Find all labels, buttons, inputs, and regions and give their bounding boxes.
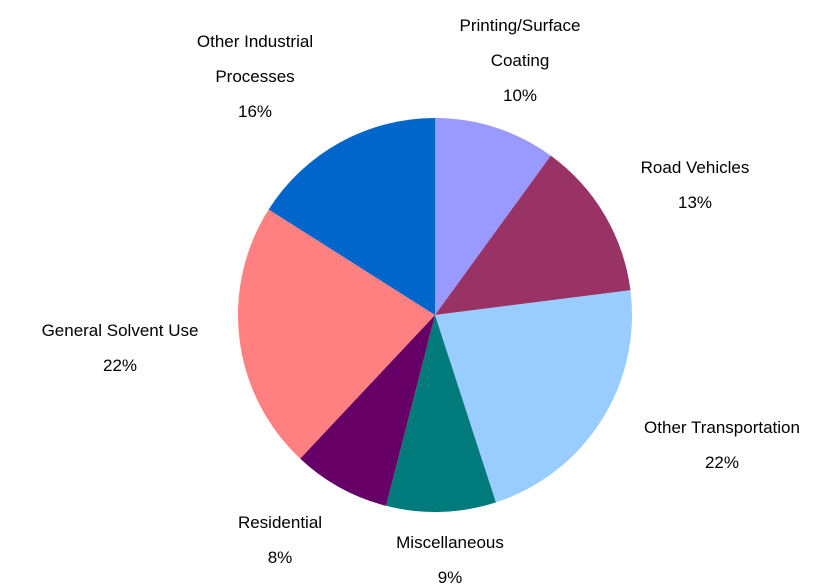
pie-slice: [435, 290, 632, 503]
pie-slice: [237, 209, 435, 459]
category-name: General Solvent Use: [41, 321, 199, 340]
category-name: Printing/Surface Coating: [459, 16, 581, 70]
value-label: 8%: [267, 548, 293, 567]
slice-label: Other Transportation 22%: [644, 410, 800, 480]
slice-label: Residential 8%: [238, 505, 322, 575]
category-name: Residential: [237, 513, 323, 532]
pie-slice: [435, 155, 631, 315]
value-label: 22%: [704, 453, 740, 472]
pie-slice: [386, 315, 496, 512]
category-name: Miscellaneous: [396, 533, 504, 552]
category-name: Road Vehicles: [640, 158, 750, 177]
value-label: 10%: [502, 86, 538, 105]
slice-label: Other Industrial Processes 16%: [175, 24, 335, 129]
slice-label: Miscellaneous 9%: [396, 525, 504, 585]
slice-label: Printing/Surface Coating 10%: [440, 8, 600, 113]
slice-label: General Solvent Use 22%: [42, 313, 199, 383]
value-label: 9%: [437, 568, 463, 585]
value-label: 16%: [237, 102, 273, 121]
pie-slice: [268, 117, 435, 315]
category-name: Other Industrial Processes: [196, 32, 314, 86]
pie-slice: [435, 118, 551, 315]
slice-label: Road Vehicles 13%: [641, 150, 750, 220]
pie-slice: [300, 315, 435, 506]
value-label: 22%: [102, 356, 138, 375]
category-name: Other Transportation: [644, 418, 800, 437]
value-label: 13%: [677, 193, 713, 212]
